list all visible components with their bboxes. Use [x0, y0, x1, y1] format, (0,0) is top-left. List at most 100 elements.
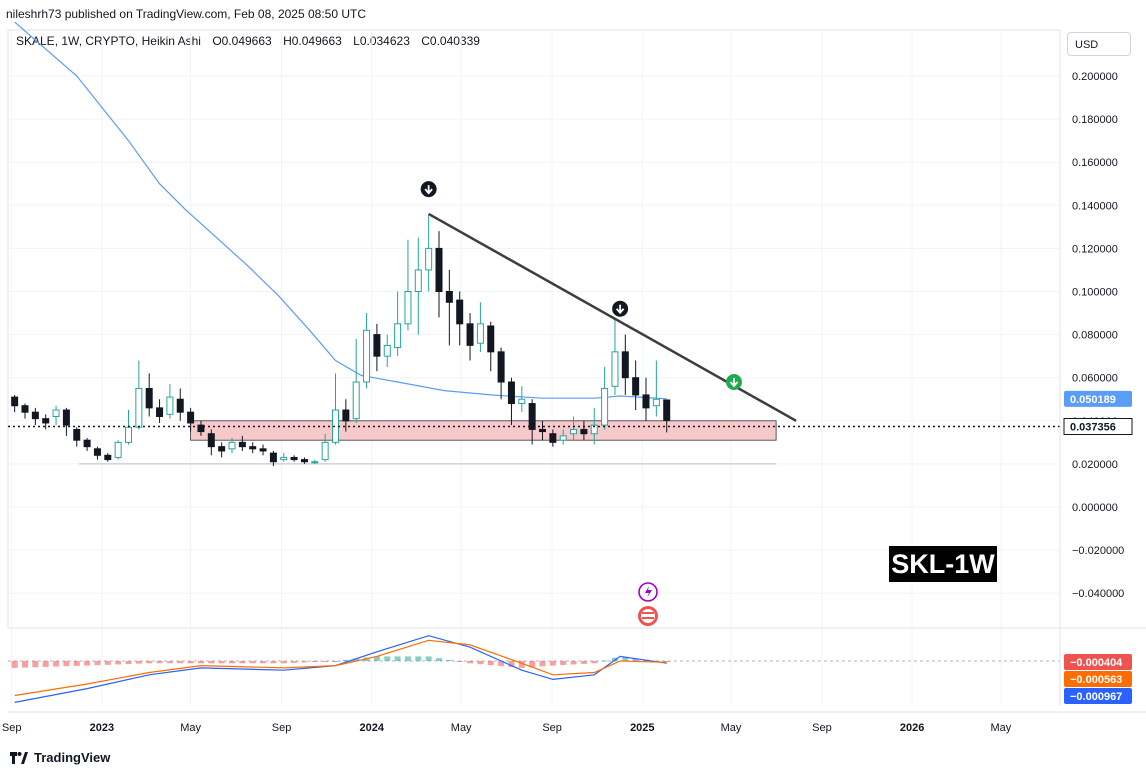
y-tick-label: 0.120000: [1072, 243, 1118, 255]
x-tick-label: Sep: [542, 722, 562, 734]
macd-histogram-bar: [580, 661, 587, 664]
tradingview-logo-icon: [10, 751, 28, 764]
x-tick-label: Sep: [2, 722, 22, 734]
ohlc-close-value: 0.040339: [429, 34, 480, 48]
macd-histogram-bar: [249, 661, 256, 664]
candle-body: [280, 456, 288, 461]
candle-body: [104, 454, 112, 461]
macd-histogram-bar: [560, 661, 567, 666]
candle-body: [31, 411, 39, 420]
lightning-icon-glyph: [645, 586, 652, 598]
macd-histogram-bar: [260, 661, 267, 664]
y-tick-label: −0.020000: [1072, 545, 1124, 557]
y-tick-label: 0.200000: [1072, 71, 1118, 83]
currency-button[interactable]: USD: [1067, 32, 1131, 56]
candle-body: [528, 403, 536, 430]
macd-histogram-bar: [518, 661, 525, 668]
x-tick-label: 2023: [90, 722, 114, 734]
ohlc-high-label: H: [283, 34, 292, 48]
us-flag-icon-stripe: [642, 612, 654, 614]
down-arrow-icon: [424, 185, 433, 195]
macd-histogram-bar: [104, 661, 111, 665]
candle-body: [83, 439, 91, 448]
macd-histogram-bar: [322, 661, 329, 662]
candle-body: [73, 428, 81, 441]
macd-histogram-bar: [436, 658, 443, 661]
candle-body: [321, 441, 329, 461]
watermark-box: [889, 546, 997, 582]
ma-price-tag-label: 0.050189: [1070, 394, 1116, 406]
footer-brand[interactable]: TradingView: [8, 750, 110, 765]
down-arrow-icon: [729, 378, 739, 388]
macd-histogram-bar: [22, 661, 29, 668]
macd-histogram-bar: [11, 661, 18, 668]
candle-body: [394, 323, 402, 349]
macd-value-tag: [1064, 671, 1132, 687]
macd-histogram-bar: [177, 661, 184, 664]
macd-value-tag-label: −0.000563: [1070, 674, 1122, 686]
candle-body: [187, 411, 195, 424]
candle-body: [156, 407, 164, 417]
macd-histogram-bar: [73, 661, 80, 666]
moving-average-layer: [14, 21, 667, 400]
candle-body: [11, 396, 19, 407]
y-tick-label: 0.060000: [1072, 373, 1118, 385]
macd-histogram-bar: [229, 661, 236, 664]
candle-body: [611, 351, 619, 387]
x-tick-label: May: [721, 722, 742, 734]
macd-histogram-bar: [115, 661, 122, 665]
y-tick-label: 0.100000: [1072, 287, 1118, 299]
candle-body: [404, 291, 412, 325]
macd-histogram-bar: [622, 657, 629, 661]
macd-histogram-bar: [498, 661, 505, 667]
us-flag-icon-stripe: [642, 617, 654, 619]
candle-body: [487, 325, 495, 353]
macd-histogram-bar: [477, 661, 484, 665]
macd-histogram-bar: [425, 656, 432, 661]
macd-histogram-bar: [63, 661, 70, 667]
candle-body: [652, 398, 660, 407]
candle-body: [445, 291, 453, 303]
ohlc-close-label: C: [421, 34, 430, 48]
candle-body: [166, 396, 174, 415]
macd-histogram-bar: [632, 658, 639, 661]
candle-body: [176, 398, 184, 413]
candle-body: [663, 399, 671, 421]
publisher-line: nileshrh73 published on TradingView.com,…: [6, 7, 367, 21]
candle-body: [570, 428, 578, 435]
watermark-layer: SKL-1W: [889, 546, 997, 582]
macd-histogram-bar: [601, 660, 608, 662]
icons-layer: [638, 582, 658, 626]
macd-histogram-bar: [270, 661, 277, 664]
macd-histogram-bar: [84, 661, 91, 666]
us-flag-icon-inner: [641, 609, 655, 623]
macd-histogram-bar: [663, 661, 670, 662]
macd-histogram-bar: [311, 661, 318, 662]
plot-frame: [7, 29, 1061, 629]
ohlc-open-label: O: [212, 34, 222, 48]
candle-body: [311, 461, 319, 464]
down-arrow-icon: [615, 304, 625, 315]
y-tick-label: 0.020000: [1072, 459, 1118, 471]
macd-histogram-bar: [373, 656, 380, 661]
candle-body: [125, 426, 133, 443]
candle-body: [52, 409, 60, 417]
macd-histogram-bar: [94, 661, 101, 666]
candle-body: [342, 409, 350, 422]
macd-histogram-bar: [239, 661, 246, 664]
candle-body: [238, 441, 246, 448]
macd-histogram-bar: [508, 661, 515, 667]
candle-body: [466, 323, 474, 346]
candle-body: [62, 409, 70, 426]
current-price-tag: [1064, 418, 1132, 435]
y-tick-label: 0.140000: [1072, 200, 1118, 212]
macd-histogram-bar: [415, 656, 422, 661]
macd-histogram-bar: [291, 661, 298, 663]
candle-body: [642, 394, 650, 409]
candle-body: [259, 448, 267, 452]
candle-body: [269, 452, 277, 463]
macd-histogram-bar: [394, 656, 401, 661]
macd-histogram-bar: [487, 661, 494, 666]
macd-histogram-bar: [42, 661, 49, 667]
